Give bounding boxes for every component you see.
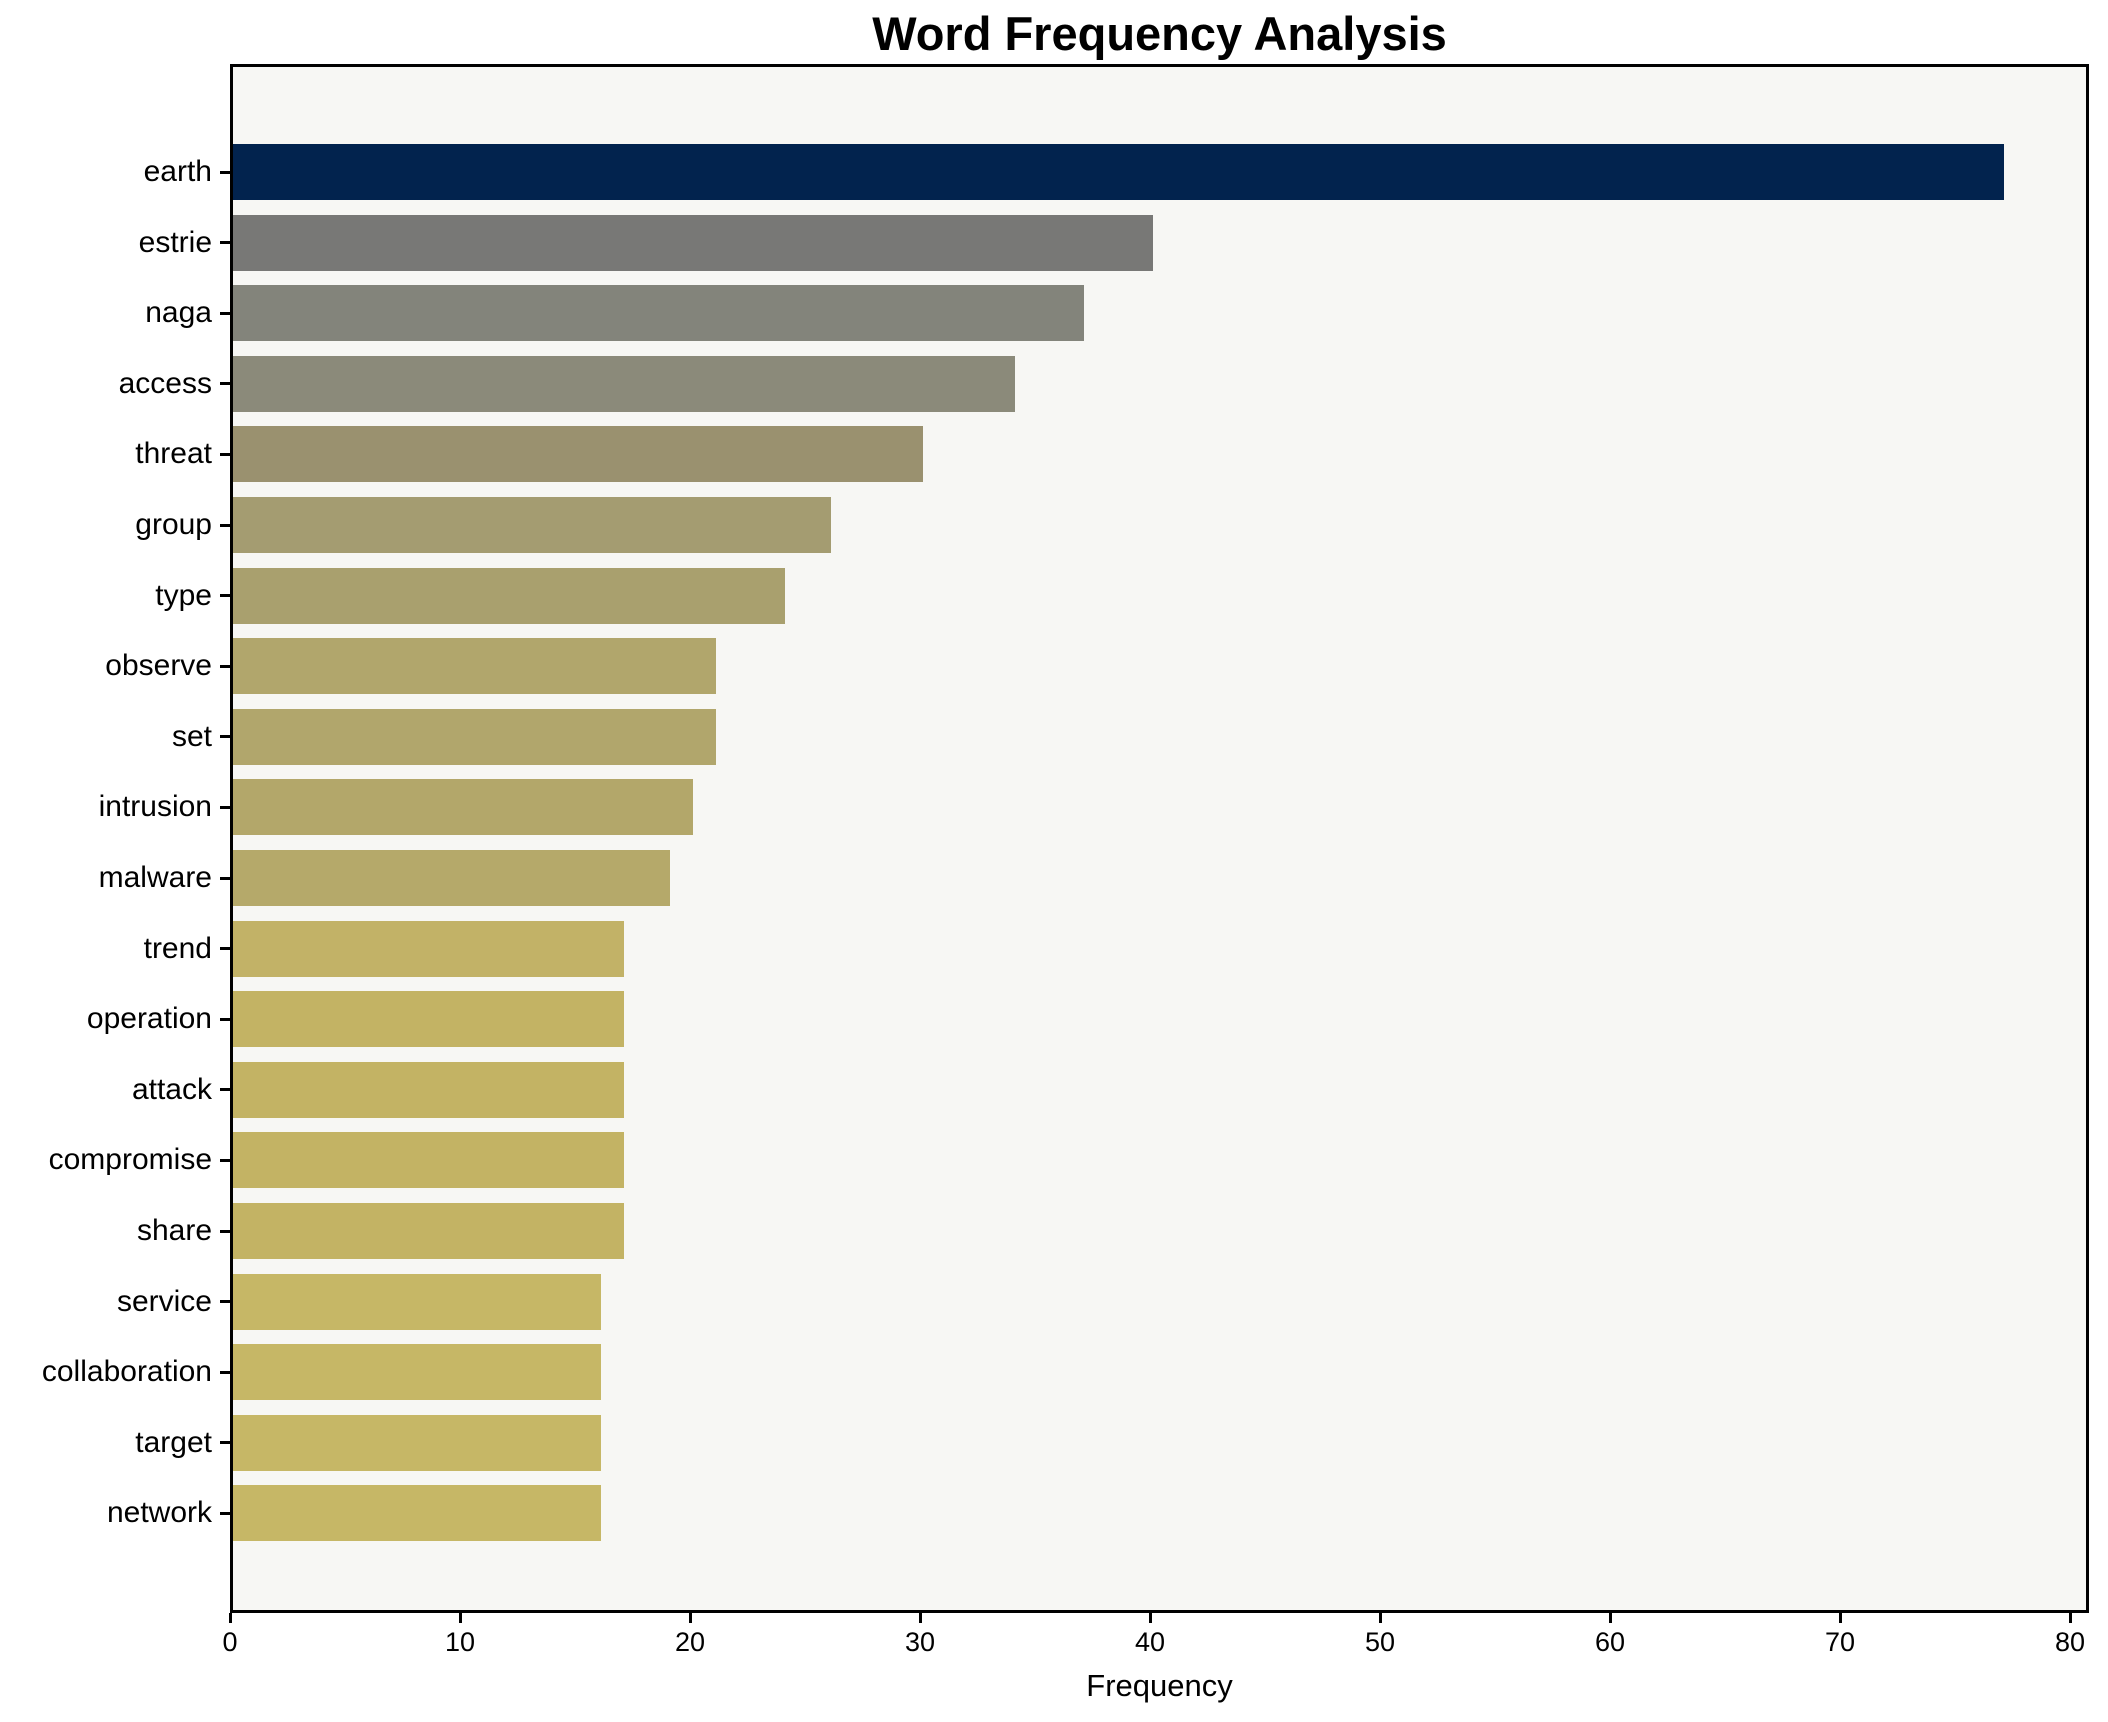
x-tick-mark	[458, 1613, 462, 1623]
y-tick-mark	[220, 876, 230, 880]
x-tick-mark	[688, 1613, 692, 1623]
y-tick-label-compromise: compromise	[48, 1143, 212, 1177]
x-tick-label-80: 80	[2054, 1627, 2086, 1657]
y-tick-mark	[220, 1370, 230, 1374]
bar-compromise	[233, 1132, 624, 1189]
y-tick-mark	[220, 664, 230, 668]
x-axis-title: Frequency	[1086, 1668, 1233, 1703]
y-tick-mark	[220, 1158, 230, 1162]
y-tick-mark	[220, 382, 230, 386]
x-tick-label-30: 30	[904, 1627, 936, 1657]
y-tick-mark	[220, 311, 230, 315]
x-tick-mark	[2068, 1613, 2072, 1623]
y-tick-label-type: type	[155, 578, 212, 612]
y-tick-label-threat: threat	[135, 437, 212, 471]
bar-naga	[233, 285, 1084, 342]
y-tick-label-trend: trend	[143, 931, 212, 965]
x-tick-label-10: 10	[444, 1627, 476, 1657]
chart-title: Word Frequency Analysis	[872, 7, 1447, 60]
bar-group	[233, 497, 831, 553]
bar-attack	[233, 1061, 624, 1118]
x-tick-mark	[918, 1613, 922, 1623]
y-tick-label-network: network	[106, 1496, 212, 1530]
y-tick-label-group: group	[135, 508, 212, 541]
y-tick-label-intrusion: intrusion	[98, 790, 212, 824]
bar-service	[233, 1273, 601, 1330]
bar-access	[233, 355, 1015, 412]
y-tick-label-attack: attack	[131, 1072, 212, 1106]
bar-threat	[233, 426, 923, 483]
y-tick-mark	[220, 735, 230, 739]
y-tick-label-collaboration: collaboration	[41, 1355, 212, 1389]
y-tick-mark	[220, 594, 230, 598]
y-tick-mark	[220, 805, 230, 809]
x-tick-mark	[1838, 1613, 1842, 1623]
y-tick-mark	[220, 452, 230, 456]
y-tick-mark	[220, 1441, 230, 1445]
bar-estrie	[233, 214, 1153, 271]
y-tick-mark	[220, 1017, 230, 1021]
y-tick-label-service: service	[116, 1284, 212, 1318]
y-tick-mark	[220, 523, 230, 527]
bar-intrusion	[233, 779, 693, 836]
bar-type	[233, 567, 785, 624]
y-tick-label-earth: earth	[143, 155, 212, 188]
plot-area	[230, 64, 2089, 1613]
bar-earth	[233, 144, 2004, 200]
y-tick-mark	[220, 947, 230, 951]
y-tick-mark	[220, 1229, 230, 1233]
bar-target	[233, 1414, 601, 1471]
x-tick-mark	[228, 1613, 232, 1623]
y-tick-label-set: set	[171, 719, 212, 753]
bar-trend	[233, 920, 624, 977]
bar-collaboration	[233, 1344, 601, 1401]
y-tick-mark	[220, 1088, 230, 1092]
x-tick-label-60: 60	[1594, 1627, 1626, 1657]
y-tick-label-access: access	[118, 366, 212, 400]
y-tick-mark	[220, 1300, 230, 1304]
y-tick-label-observe: observe	[105, 649, 212, 683]
y-tick-label-estrie: estrie	[138, 225, 212, 259]
x-tick-mark	[1608, 1613, 1612, 1623]
x-tick-label-70: 70	[1824, 1627, 1856, 1657]
x-tick-mark	[1148, 1613, 1152, 1623]
y-tick-label-target: target	[135, 1425, 212, 1459]
bar-operation	[233, 991, 624, 1048]
bar-malware	[233, 850, 670, 906]
x-tick-label-0: 0	[222, 1627, 238, 1657]
y-tick-label-malware: malware	[98, 861, 212, 894]
x-tick-label-40: 40	[1134, 1627, 1166, 1657]
bar-observe	[233, 638, 716, 695]
x-tick-mark	[1378, 1613, 1382, 1623]
y-tick-label-operation: operation	[86, 1002, 212, 1036]
y-tick-label-naga: naga	[145, 296, 212, 330]
x-tick-label-50: 50	[1364, 1627, 1396, 1657]
y-tick-mark	[220, 1511, 230, 1515]
y-tick-label-share: share	[136, 1214, 212, 1247]
y-tick-mark	[220, 170, 230, 174]
bar-share	[233, 1203, 624, 1259]
bar-network	[233, 1485, 601, 1542]
bar-set	[233, 708, 716, 765]
y-tick-mark	[220, 241, 230, 245]
x-tick-label-20: 20	[674, 1627, 706, 1657]
